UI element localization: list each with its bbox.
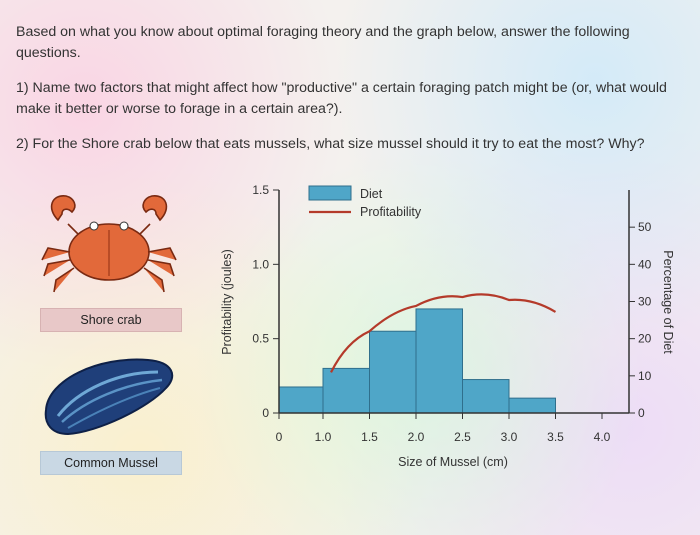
x-tick-label: 3.0	[501, 430, 518, 444]
question-1: 1) Name two factors that might affect ho…	[16, 80, 667, 117]
x-tick-label: 0	[276, 430, 283, 444]
right-tick-label: 40	[638, 257, 652, 271]
right-tick-label: 0	[638, 406, 645, 420]
diet-bar	[369, 330, 417, 414]
diet-bar	[508, 397, 556, 414]
x-tick-label: 4.0	[594, 430, 611, 444]
x-tick-label: 1.5	[361, 430, 378, 444]
common-mussel-image	[44, 358, 174, 436]
question-2: 2) For the Shore crab below that eats mu…	[16, 136, 645, 152]
left-tick-label: 0.5	[252, 332, 269, 346]
diet-bar	[322, 367, 370, 414]
shore-crab-image	[41, 195, 177, 293]
common-mussel-label: Common Mussel	[40, 451, 182, 475]
left-tick-label: 0	[262, 406, 269, 420]
left-tick-label: 1.0	[252, 257, 269, 271]
diet-bar	[278, 386, 324, 414]
left-axis-label: Profitability (joules)	[220, 249, 234, 355]
right-tick-label: 20	[638, 332, 652, 346]
x-tick-label: 1.0	[315, 430, 332, 444]
x-tick-label: 3.5	[547, 430, 564, 444]
right-axis-label: Percentage of Diet	[661, 250, 675, 354]
profitability-curve	[330, 293, 557, 373]
diet-bar	[415, 308, 463, 414]
shore-crab-label: Shore crab	[40, 308, 182, 332]
right-tick-label: 30	[638, 295, 652, 309]
legend-diet-label: Diet	[360, 187, 383, 201]
diet-bar	[462, 379, 510, 414]
intro-text: Based on what you know about optimal for…	[16, 24, 630, 61]
x-tick-label: 2.0	[408, 430, 425, 444]
x-tick-label: 2.5	[454, 430, 471, 444]
x-axis-label: Size of Mussel (cm)	[398, 455, 508, 469]
left-tick-label: 1.5	[252, 183, 269, 197]
legend-profitability-label: Profitability	[360, 205, 422, 219]
legend-diet-swatch	[308, 185, 352, 201]
right-tick-label: 10	[638, 369, 652, 383]
right-tick-label: 50	[638, 220, 652, 234]
